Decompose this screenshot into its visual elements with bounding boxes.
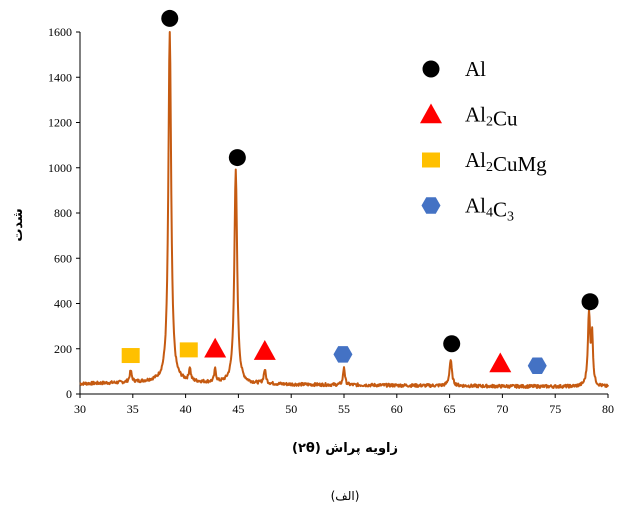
legend-label-al4c3: Al4C3	[465, 194, 514, 225]
y-tick-label: 1000	[48, 161, 72, 175]
marker-al-circle-icon	[161, 9, 179, 27]
legend-al-circle-icon	[422, 60, 440, 78]
x-tick-label: 65	[444, 402, 456, 416]
legend-label-al: Al	[465, 57, 486, 81]
marker-al2cumg-square-icon	[121, 348, 140, 364]
x-tick-label: 50	[285, 402, 297, 416]
x-axis-ticks: 30 35 40 45 50 55 60 65 70 75 80	[74, 394, 614, 416]
y-tick-label: 1600	[48, 25, 72, 39]
legend-label-al2cu: Al2Cu	[465, 103, 518, 131]
marker-al-circle-icon	[228, 149, 246, 167]
x-tick-label: 45	[232, 402, 244, 416]
phase-markers	[121, 9, 599, 374]
y-tick-label: 200	[54, 342, 72, 356]
marker-al4c3-hexagon-icon	[527, 357, 547, 374]
x-tick-label: 80	[602, 402, 614, 416]
figure-caption: (الف)	[331, 489, 360, 503]
diffraction-pattern	[79, 31, 609, 389]
x-tick-label: 75	[549, 402, 561, 416]
legend-al2cumg-square-icon	[422, 152, 440, 168]
y-tick-label: 1200	[48, 116, 72, 130]
diffraction-line	[79, 31, 609, 389]
y-tick-label: 0	[66, 387, 72, 401]
legend-al4c3-hexagon-icon	[421, 197, 441, 214]
marker-al4c3-hexagon-icon	[333, 346, 353, 363]
y-axis-ticks: 0 200 400 600 800 1000 1200 1400 1600	[48, 25, 80, 401]
x-tick-label: 70	[496, 402, 508, 416]
y-tick-label: 1400	[48, 70, 72, 84]
y-axis-title: شدت	[11, 208, 26, 241]
y-tick-label: 600	[54, 251, 72, 265]
marker-al-circle-icon	[581, 293, 599, 311]
x-tick-label: 40	[180, 402, 192, 416]
x-tick-label: 30	[74, 402, 86, 416]
marker-al2cu-triangle-icon	[204, 337, 227, 358]
y-tick-label: 800	[54, 206, 72, 220]
plot-frame	[79, 32, 608, 395]
legend-label-al2cumg: Al2CuMg	[465, 148, 547, 176]
marker-al2cumg-square-icon	[179, 342, 198, 358]
marker-al2cu-triangle-icon	[253, 340, 276, 360]
marker-al2cu-triangle-icon	[489, 352, 512, 373]
x-axis-title: زاویه پراش (۲θ)	[292, 441, 398, 456]
y-tick-label: 400	[54, 297, 72, 311]
legend: Al Al2Cu Al2CuMg Al4C3	[420, 57, 547, 225]
legend-al2cu-triangle-icon	[420, 103, 442, 124]
x-tick-label: 55	[338, 402, 350, 416]
x-tick-label: 35	[127, 402, 139, 416]
marker-al-circle-icon	[443, 335, 461, 353]
x-tick-label: 60	[391, 402, 403, 416]
